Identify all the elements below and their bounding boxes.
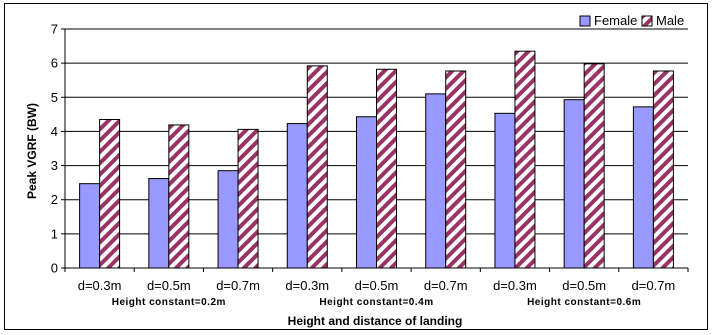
male-bar [376, 68, 397, 269]
x-group-label: Height constant=0.4m [319, 297, 433, 308]
x-group-label: Height constant=0.2m [112, 297, 226, 308]
y-tick-label: 1 [51, 226, 58, 241]
male-bar [99, 118, 121, 269]
female-bar [632, 106, 654, 269]
female-bar [425, 93, 447, 269]
x-category-label: d=0.7m [424, 278, 468, 293]
legend-swatch-female [579, 15, 591, 27]
legend-swatch-male [641, 15, 653, 27]
y-tick-label: 3 [51, 158, 58, 173]
female-bar [79, 183, 101, 269]
axes [61, 28, 689, 272]
female-bar [217, 170, 239, 269]
female-bar [563, 99, 585, 269]
female-bar [494, 112, 516, 269]
female-bar [148, 178, 170, 269]
y-tick-label: 7 [51, 22, 58, 37]
y-tick-label: 2 [51, 192, 58, 207]
male-bar [445, 70, 467, 269]
x-category-label: d=0.5m [562, 278, 606, 293]
x-group-label: Height constant=0.6m [527, 297, 641, 308]
y-tick-label: 6 [51, 56, 58, 71]
bars [79, 50, 674, 269]
male-bar [237, 128, 259, 269]
y-tick-label: 5 [51, 90, 58, 105]
x-category-label: d=0.3m [493, 278, 537, 293]
male-bar [652, 70, 674, 269]
legend-label-male: Male [656, 13, 684, 28]
x-axis-title: Height and distance of landing [288, 314, 463, 328]
legend: Female Male [579, 13, 684, 28]
male-bar [306, 65, 328, 269]
legend-label-female: Female [594, 13, 637, 28]
x-category-label: d=0.5m [355, 278, 399, 293]
female-bar [286, 123, 308, 269]
x-category-label: d=0.7m [216, 278, 260, 293]
x-category-label: d=0.3m [78, 278, 122, 293]
y-tick-label: 0 [51, 261, 58, 276]
y-tick-label: 4 [51, 124, 58, 139]
male-bar [168, 124, 190, 269]
x-category-label: d=0.3m [285, 278, 329, 293]
x-category-label: d=0.7m [632, 278, 676, 293]
male-bar [583, 63, 605, 269]
labels: 0 1 2 3 4 5 6 7 d=0.3m d=0.5m d=0.7m d=0.3m d=0.5m d=… [51, 22, 675, 309]
male-bar [514, 50, 536, 269]
x-category-label: d=0.5m [147, 278, 191, 293]
y-axis-title: Peak VGRF (BW) [25, 103, 39, 199]
female-bar [356, 116, 377, 269]
